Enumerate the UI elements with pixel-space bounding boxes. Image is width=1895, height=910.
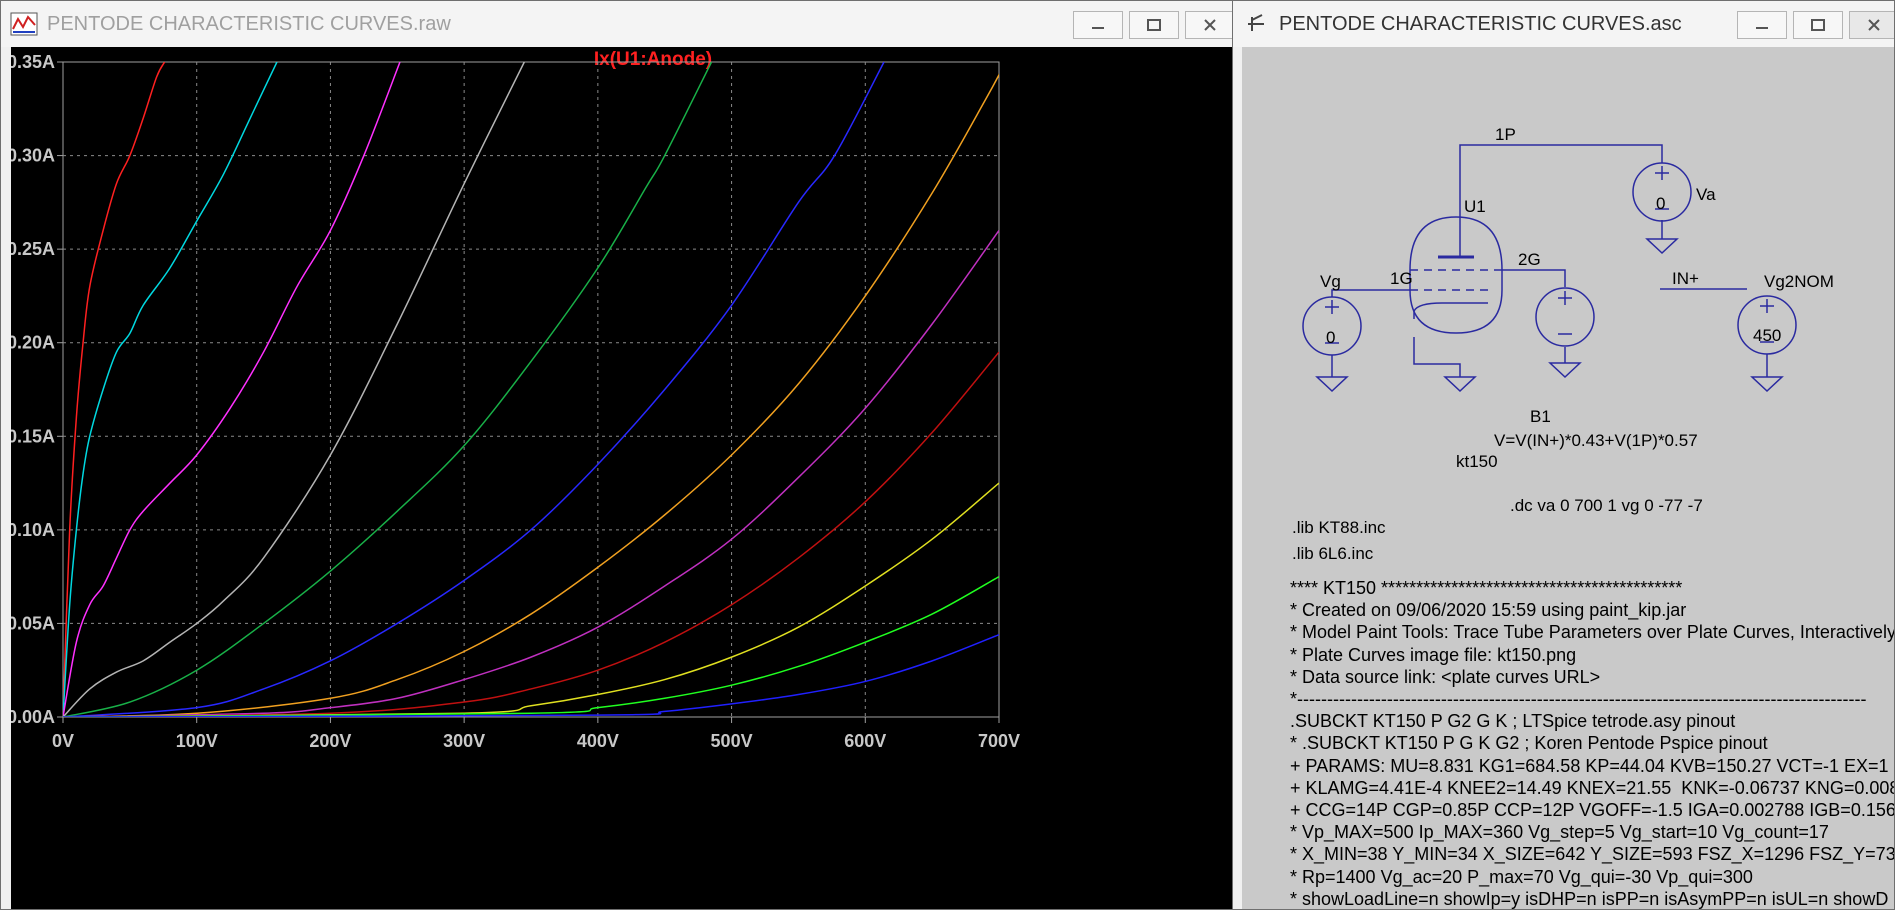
plate-curve-12 bbox=[63, 633, 999, 717]
netlist-line: * Plate Curves image file: kt150.png bbox=[1290, 644, 1577, 665]
plate-curve-3 bbox=[63, 62, 401, 717]
vg2nom-value[interactable]: 450 bbox=[1753, 326, 1781, 345]
net-2g-label: 2G bbox=[1518, 250, 1541, 269]
waveform-plot-pane[interactable]: Ix(U1:Anode) 0V 100V 200V 300V 400V 500V 600V 7… bbox=[7, 47, 1233, 910]
trace-title[interactable]: Ix(U1:Anode) bbox=[594, 49, 712, 70]
x-tick-label: 600V bbox=[844, 731, 886, 751]
minimize-icon bbox=[1756, 27, 1768, 29]
x-tick-label: 300V bbox=[443, 731, 485, 751]
schematic-wires bbox=[1331, 144, 1768, 377]
va-label[interactable]: Va bbox=[1696, 185, 1716, 204]
schematic-canvas[interactable]: 1P Va 0 U1 Vg 1G 2G 0 IN+ Vg2NOM 450 B1 … bbox=[1242, 47, 1894, 909]
close-icon bbox=[1868, 19, 1880, 31]
plate-curve-10 bbox=[63, 482, 999, 717]
y-tick-label: 0.10A bbox=[11, 520, 55, 540]
waveform-window-title: PENTODE CHARACTERISTIC CURVES.raw bbox=[47, 12, 451, 35]
ground-symbols bbox=[1315, 238, 1784, 393]
y-tick-label: 0.05A bbox=[11, 613, 55, 633]
plate-curve-7 bbox=[63, 73, 999, 717]
plate-curve-6 bbox=[63, 62, 885, 717]
x-tick-label: 700V bbox=[978, 731, 1020, 751]
netlist-line: * showLoadLine=n showIp=y isDHP=n isPP=n… bbox=[1290, 888, 1889, 909]
voltage-sources bbox=[1302, 162, 1797, 356]
netlist-line: **** KT150 *****************************… bbox=[1290, 578, 1683, 598]
waveform-window[interactable]: PENTODE CHARACTERISTIC CURVES.raw Ix(U1:… bbox=[0, 0, 1242, 910]
netlist-line: .SUBCKT KT150 P G2 G K ; LTSpice tetrode… bbox=[1290, 711, 1736, 732]
netlist-line: * Created on 09/06/2020 15:59 using pain… bbox=[1290, 600, 1687, 621]
x-tick-label: 200V bbox=[309, 731, 351, 751]
netlist-line: * Rp=1400 Vg_ac=20 P_max=70 Vg_qui=-30 V… bbox=[1290, 866, 1753, 887]
y-tick-label: 0.35A bbox=[11, 52, 55, 72]
y-tick-label: 0.25A bbox=[11, 239, 55, 259]
schematic-drawing[interactable]: 1P Va 0 U1 Vg 1G 2G 0 IN+ Vg2NOM 450 B1 … bbox=[1242, 47, 1894, 909]
b1-expression[interactable]: V=V(IN+)*0.43+V(1P)*0.57 bbox=[1494, 431, 1698, 450]
minimize-icon bbox=[1092, 27, 1104, 29]
waveform-app-icon bbox=[9, 9, 39, 39]
schematic-app-icon bbox=[1241, 9, 1271, 39]
b1-label[interactable]: B1 bbox=[1530, 407, 1551, 426]
netlist-line: + PARAMS: MU=8.831 KG1=684.58 KP=44.04 K… bbox=[1290, 755, 1889, 776]
schematic-titlebar[interactable]: PENTODE CHARACTERISTIC CURVES.asc bbox=[1233, 1, 1894, 47]
lib-6l6-directive[interactable]: .lib 6L6.inc bbox=[1292, 544, 1374, 563]
pentode-tube-symbol bbox=[1409, 216, 1503, 334]
x-tick-label: 100V bbox=[176, 731, 218, 751]
waveform-maximize-button[interactable] bbox=[1129, 11, 1179, 39]
x-tick-label: 500V bbox=[711, 731, 753, 751]
netlist-line: + CCG=14P CGP=0.85P CCP=12P VGOFF=-1.5 I… bbox=[1290, 800, 1894, 821]
waveform-minimize-button[interactable] bbox=[1073, 11, 1123, 39]
dc-sweep-directive[interactable]: .dc va 0 700 1 vg 0 -77 -7 bbox=[1510, 496, 1703, 515]
schematic-minimize-button[interactable] bbox=[1737, 11, 1787, 39]
y-tick-label: 0.15A bbox=[11, 426, 55, 446]
lib-kt88-directive[interactable]: .lib KT88.inc bbox=[1292, 518, 1386, 537]
plate-curve-4 bbox=[63, 62, 525, 717]
y-tick-label: 0.20A bbox=[11, 333, 55, 353]
plate-curve-9 bbox=[63, 351, 999, 717]
plot-chart[interactable]: Ix(U1:Anode) 0V 100V 200V 300V 400V 500V 600V 7… bbox=[7, 47, 1233, 910]
model-netlist-directive[interactable]: **** KT150 *****************************… bbox=[1290, 577, 1894, 909]
plot-frame bbox=[62, 61, 1000, 718]
plate-curve-11 bbox=[63, 575, 999, 717]
vg-value[interactable]: 0 bbox=[1326, 328, 1335, 347]
plate-curve-8 bbox=[63, 229, 999, 717]
plate-curve-2 bbox=[63, 62, 278, 717]
schematic-maximize-button[interactable] bbox=[1793, 11, 1843, 39]
in-plus-label: IN+ bbox=[1672, 269, 1699, 288]
u1-label[interactable]: U1 bbox=[1464, 197, 1486, 216]
netlist-line: * Vp_MAX=500 Ip_MAX=360 Vg_step=5 Vg_sta… bbox=[1290, 822, 1829, 843]
x-tick-label: 400V bbox=[577, 731, 619, 751]
va-value[interactable]: 0 bbox=[1656, 194, 1665, 213]
schematic-close-button[interactable] bbox=[1849, 11, 1894, 39]
y-tick-label: 0.30A bbox=[11, 146, 55, 166]
netlist-line: *---------------------------------------… bbox=[1290, 689, 1867, 710]
netlist-line: * X_MIN=38 Y_MIN=34 X_SIZE=642 Y_SIZE=59… bbox=[1290, 844, 1894, 865]
close-icon bbox=[1204, 19, 1216, 31]
schematic-window-title: PENTODE CHARACTERISTIC CURVES.asc bbox=[1279, 12, 1682, 35]
y-tick-label: 0.00A bbox=[11, 707, 55, 727]
schematic-window[interactable]: PENTODE CHARACTERISTIC CURVES.asc bbox=[1232, 0, 1895, 910]
net-1p-label: 1P bbox=[1495, 125, 1516, 144]
tube-model-label[interactable]: kt150 bbox=[1456, 452, 1498, 471]
net-1g-label: 1G bbox=[1390, 269, 1413, 288]
netlist-line: * Data source link: <plate curves URL> bbox=[1290, 666, 1601, 687]
netlist-line: + KLAMG=4.41E-4 KNEE2=14.49 KNEX=21.55 K… bbox=[1290, 777, 1894, 798]
netlist-line: * Model Paint Tools: Trace Tube Paramete… bbox=[1290, 622, 1894, 643]
maximize-icon bbox=[1147, 19, 1161, 31]
netlist-line: * .SUBCKT KT150 P G K G2 ; Koren Pentode… bbox=[1290, 733, 1768, 754]
plate-curve-1 bbox=[63, 62, 166, 717]
vg-label[interactable]: Vg bbox=[1320, 272, 1341, 291]
maximize-icon bbox=[1811, 19, 1825, 31]
plate-curve-5 bbox=[63, 62, 713, 717]
waveform-close-button[interactable] bbox=[1185, 11, 1235, 39]
x-tick-label: 0V bbox=[52, 731, 74, 751]
waveform-titlebar[interactable]: PENTODE CHARACTERISTIC CURVES.raw bbox=[1, 1, 1241, 47]
vg2nom-label[interactable]: Vg2NOM bbox=[1764, 272, 1834, 291]
